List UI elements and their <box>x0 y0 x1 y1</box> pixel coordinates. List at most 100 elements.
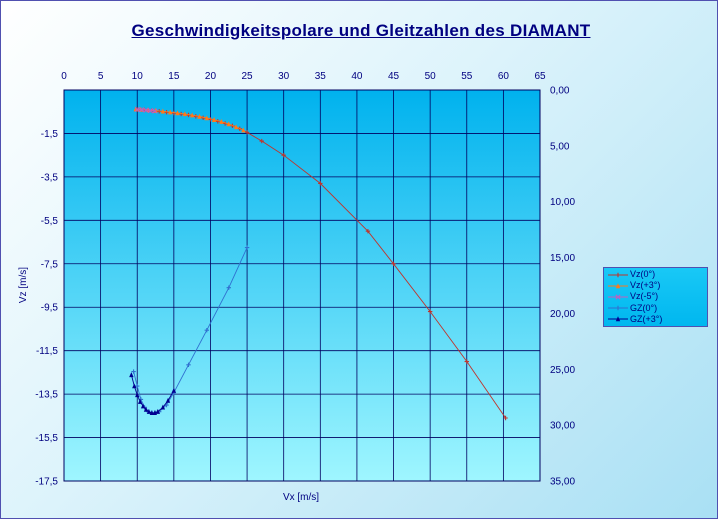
data-point <box>135 392 140 398</box>
data-point <box>132 383 137 389</box>
x-tick-label: 5 <box>98 71 104 82</box>
y2-tick-label: 25,00 <box>550 365 575 376</box>
series-line <box>135 108 244 131</box>
y-tick-label: -9,5 <box>41 303 59 314</box>
x-tick-label: 10 <box>132 71 144 82</box>
legend-swatch <box>608 272 628 277</box>
x-axis-ticks: 0 5 10 15 20 25 30 35 40 45 50 55 60 65 <box>61 71 546 82</box>
data-point <box>134 106 140 113</box>
x-tick-label: 35 <box>315 71 327 82</box>
y-tick-label: -1,5 <box>41 129 59 140</box>
data-point <box>160 108 166 114</box>
y2-tick-label: 30,00 <box>550 421 575 432</box>
data-point <box>152 108 158 114</box>
data-point <box>146 409 152 414</box>
y-tick-label: -5,5 <box>41 216 59 227</box>
legend-label: GZ(+3°) <box>630 313 663 324</box>
data-point <box>241 127 246 133</box>
legend-label: GZ(0°) <box>630 302 658 313</box>
data-point <box>391 261 396 266</box>
y-tick-label: -3,5 <box>41 172 59 183</box>
legend-item: GZ(0°) <box>608 303 707 314</box>
data-point <box>139 107 145 113</box>
legend-label: Vz(0°) <box>630 269 656 280</box>
y2-tick-label: 10,00 <box>550 197 575 208</box>
x-tick-label: 40 <box>351 71 363 82</box>
data-point <box>427 309 433 314</box>
data-point <box>615 316 621 322</box>
data-point <box>204 327 209 333</box>
legend-item: Vz(0°) <box>608 269 707 280</box>
data-point <box>167 109 173 115</box>
legend-swatch <box>608 283 628 288</box>
x-tick-label: 65 <box>534 71 546 82</box>
x-tick-label: 0 <box>61 71 67 82</box>
y2-tick-label: 0,00 <box>550 86 570 97</box>
data-point <box>244 130 250 135</box>
data-point <box>464 359 469 364</box>
legend-swatch <box>608 305 628 311</box>
x-tick-label: 15 <box>168 71 180 82</box>
data-point <box>259 138 264 144</box>
legend-item: GZ(+3°) <box>608 314 707 325</box>
x-tick-label: 20 <box>205 71 217 82</box>
data-point <box>165 397 171 403</box>
data-point <box>140 403 146 409</box>
legend-item: Vz(+3°) <box>608 280 707 291</box>
data-point <box>615 283 621 288</box>
x-axis-label: Vx [m/s] <box>283 492 319 503</box>
x-tick-label: 50 <box>425 71 437 82</box>
data-point <box>143 107 149 113</box>
data-point <box>186 362 191 368</box>
data-point <box>147 108 154 114</box>
data-point <box>233 124 239 130</box>
data-point <box>189 112 195 118</box>
data-point <box>244 245 250 250</box>
x-tick-label: 55 <box>461 71 473 82</box>
data-point <box>182 111 188 117</box>
data-point <box>365 228 371 234</box>
legend-swatch <box>608 316 628 322</box>
y-axis-label: Vz [m/s] <box>18 267 29 303</box>
legend-swatch-marker <box>615 272 621 277</box>
data-point <box>211 117 217 122</box>
data-point <box>137 398 143 404</box>
data-point <box>131 369 136 374</box>
data-point <box>204 115 209 121</box>
series-vz-5 <box>134 106 158 114</box>
data-point <box>143 406 149 412</box>
chart-title: Geschwindigkeitspolare und Gleitzahlen d… <box>131 21 591 40</box>
data-point <box>615 294 621 300</box>
series-gz+3 <box>129 372 177 416</box>
legend-item: Vz(-5°) <box>608 291 707 302</box>
y-axis-ticks: -1,5 -3,5 -5,5 -7,5 -9,5 -11,5 -13,5 -15,5 -17,5 <box>35 129 58 488</box>
data-point <box>219 119 224 124</box>
data-point <box>155 409 160 414</box>
x-tick-label: 60 <box>498 71 510 82</box>
y2-axis-ticks: 0,00 5,00 10,00 15,00 20,00 25,00 30,00 35,00 <box>550 86 575 488</box>
plot-area <box>63 89 541 482</box>
x-tick-label: 25 <box>242 71 254 82</box>
data-point <box>160 404 166 410</box>
x-tick-label: 30 <box>278 71 290 82</box>
data-point <box>318 181 323 186</box>
y2-tick-label: 5,00 <box>550 141 570 152</box>
data-point <box>226 285 231 290</box>
data-point <box>226 121 231 127</box>
data-point <box>615 272 621 277</box>
data-point <box>281 152 286 158</box>
legend-swatch <box>608 294 628 300</box>
data-point <box>197 113 202 119</box>
legend-swatch-marker <box>615 305 621 311</box>
y-tick-label: -13,5 <box>35 390 58 401</box>
y2-tick-label: 35,00 <box>550 477 575 488</box>
legend-swatch-marker <box>615 316 621 322</box>
legend: Vz(0°) Vz(+3°) Vz(-5°) GZ(0°) GZ(+3°) <box>603 267 708 327</box>
y-tick-label: -11,5 <box>36 346 58 357</box>
legend-label: Vz(+3°) <box>630 280 661 291</box>
y2-tick-label: 15,00 <box>550 253 575 264</box>
data-point <box>149 410 155 416</box>
data-point <box>135 383 140 389</box>
y-tick-label: -15,5 <box>35 433 58 444</box>
